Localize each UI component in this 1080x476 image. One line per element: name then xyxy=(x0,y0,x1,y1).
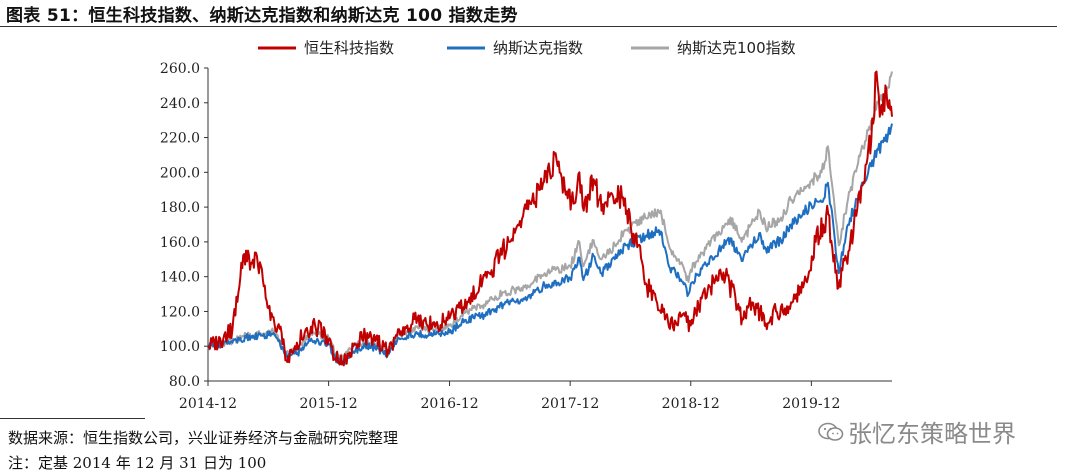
source-rule xyxy=(0,418,145,419)
y-tick-label: 180.0 xyxy=(160,200,200,216)
y-tick-label: 240.0 xyxy=(160,96,200,112)
source-note: 数据来源：恒生指数公司，兴业证券经济与金融研究院整理 xyxy=(8,429,399,447)
x-tick-label: 2015-12 xyxy=(300,396,358,412)
x-tick-label: 2018-12 xyxy=(662,396,720,412)
legend-label-3: 纳斯达克100指数 xyxy=(677,39,796,57)
x-tick-label: 2014-12 xyxy=(179,396,237,412)
y-tick-label: 140.0 xyxy=(160,270,200,286)
title-rule xyxy=(0,26,1057,27)
x-tick-label: 2016-12 xyxy=(420,396,478,412)
x-tick-label: 2017-12 xyxy=(541,396,599,412)
legend-label-1: 恒生科技指数 xyxy=(304,39,394,57)
y-tick-label: 260.0 xyxy=(160,61,200,77)
y-tick-label: 160.0 xyxy=(160,235,200,251)
series-line-2 xyxy=(207,123,893,366)
chart-title: 图表 51：恒生科技指数、纳斯达克指数和纳斯达克 100 指数走势 xyxy=(6,6,518,26)
y-tick-label: 80.0 xyxy=(169,374,200,390)
y-tick-label: 100.0 xyxy=(160,339,200,355)
watermark-text: 张忆东策略世界 xyxy=(848,420,1016,448)
series-line-1 xyxy=(207,70,893,367)
legend-label-2: 纳斯达克指数 xyxy=(493,39,583,57)
y-tick-label: 200.0 xyxy=(160,165,200,181)
wechat-icon xyxy=(818,422,844,441)
y-tick-label: 120.0 xyxy=(160,304,200,320)
x-tick-label: 2019-12 xyxy=(782,396,840,412)
watermark: 张忆东策略世界 xyxy=(818,414,1016,449)
footnote: 注：定基 2014 年 12 月 31 日为 100 xyxy=(8,454,267,472)
series-line-3 xyxy=(207,71,893,361)
y-tick-label: 220.0 xyxy=(160,131,200,147)
